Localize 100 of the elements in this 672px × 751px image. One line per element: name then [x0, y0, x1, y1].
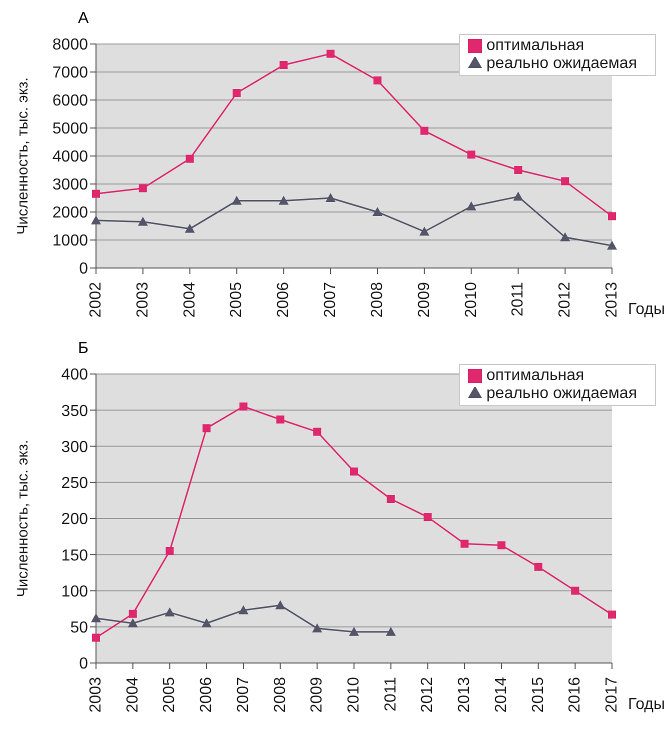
- point: [514, 166, 522, 174]
- y-tick-label: 6000: [52, 92, 88, 110]
- point: [561, 177, 570, 186]
- x-tick-label: 2004: [124, 676, 142, 713]
- point: [138, 216, 148, 226]
- point: [202, 618, 212, 628]
- point: [386, 494, 395, 503]
- point: [184, 224, 195, 233]
- point: [373, 76, 382, 84]
- y-tick-label: 100: [61, 583, 88, 600]
- x-tick-label: 2002: [88, 282, 104, 318]
- x-tick-label: 2011: [510, 282, 527, 316]
- point: [92, 190, 100, 198]
- chart-title: Б: [78, 340, 88, 358]
- point: [232, 196, 242, 205]
- y-tick-label: 150: [61, 547, 88, 564]
- point: [186, 154, 194, 163]
- legend-label: оптимальная: [486, 367, 584, 384]
- point: [424, 513, 432, 522]
- x-tick-label: 2003: [88, 676, 104, 713]
- point: [164, 607, 175, 616]
- point: [420, 126, 428, 135]
- point: [128, 610, 137, 618]
- point: [560, 232, 570, 242]
- x-tick-label: 2008: [368, 282, 386, 318]
- x-tick-label: 2015: [530, 676, 547, 713]
- point: [276, 416, 284, 424]
- chart-title: А: [78, 10, 89, 28]
- y-tick-label: 4000: [52, 148, 88, 166]
- point: [239, 402, 248, 411]
- y-tick-label: 0: [79, 656, 88, 673]
- y-tick-label: 50: [70, 620, 88, 637]
- x-axis-title: Годы: [628, 696, 665, 713]
- y-tick-label: 2000: [52, 204, 88, 222]
- x-tick-label: 2007: [322, 282, 340, 318]
- point: [92, 634, 100, 642]
- point: [128, 618, 138, 628]
- point: [280, 61, 288, 69]
- x-tick-label: 2012: [556, 282, 574, 318]
- point: [313, 428, 322, 436]
- y-tick-label: 7000: [52, 64, 88, 82]
- point: [91, 613, 101, 622]
- x-tick-label: 2011: [382, 676, 400, 712]
- point: [350, 468, 358, 476]
- x-tick-label: 2012: [419, 676, 436, 713]
- point: [419, 226, 430, 236]
- point: [202, 424, 211, 432]
- point: [166, 547, 174, 556]
- y-tick-label: 0: [79, 260, 88, 278]
- y-tick-label: 200: [61, 511, 88, 528]
- point: [497, 541, 506, 550]
- legend-label: реально ожидаемая: [486, 385, 637, 402]
- x-tick-label: 2008: [272, 676, 289, 713]
- y-tick-label: 400: [61, 366, 88, 384]
- point: [326, 193, 336, 202]
- point: [534, 562, 542, 571]
- x-tick-label: 2006: [275, 282, 292, 318]
- y-tick-label: 8000: [52, 36, 88, 54]
- x-tick-label: 2006: [198, 676, 216, 713]
- y-tick-label: 3000: [52, 176, 88, 194]
- point: [91, 215, 101, 224]
- x-tick-label: 2005: [228, 282, 246, 318]
- x-tick-label: 2017: [604, 676, 620, 713]
- x-axis-title: Годы: [628, 301, 665, 318]
- x-tick-label: 2003: [134, 282, 152, 318]
- point: [232, 89, 241, 97]
- point: [466, 201, 476, 210]
- point: [607, 240, 617, 250]
- point: [608, 610, 616, 619]
- y-tick-label: 5000: [52, 120, 88, 138]
- x-tick-label: 2014: [492, 676, 510, 713]
- point: [275, 600, 286, 610]
- point: [571, 586, 580, 595]
- x-tick-label: 2009: [308, 676, 326, 713]
- x-tick-label: 2013: [604, 282, 620, 318]
- x-tick-label: 2010: [346, 676, 362, 713]
- point: [386, 626, 396, 636]
- point: [238, 605, 248, 614]
- x-tick-label: 2004: [181, 282, 198, 318]
- point: [513, 192, 524, 201]
- point: [372, 207, 382, 216]
- point: [460, 540, 469, 548]
- x-tick-label: 2016: [566, 676, 584, 713]
- x-tick-label: 2013: [456, 676, 474, 713]
- y-tick-label: 250: [61, 475, 88, 492]
- y-tick-label: 350: [61, 402, 88, 420]
- x-tick-label: 2010: [462, 282, 480, 318]
- point: [326, 50, 335, 58]
- x-tick-label: 2007: [234, 676, 252, 713]
- y-tick-label: 300: [61, 438, 88, 456]
- y-axis-title: Численность, тыс. экз.: [14, 440, 32, 598]
- point: [467, 150, 476, 159]
- point: [312, 623, 322, 632]
- legend-label: реально ожидаемая: [486, 55, 637, 72]
- x-tick-label: 2009: [416, 282, 433, 318]
- legend-label: оптимальная: [486, 37, 584, 54]
- x-tick-label: 2005: [161, 676, 178, 713]
- y-axis-title: Численность, тыс. экз.: [14, 77, 32, 235]
- point: [278, 196, 289, 205]
- y-tick-label: 1000: [52, 232, 88, 250]
